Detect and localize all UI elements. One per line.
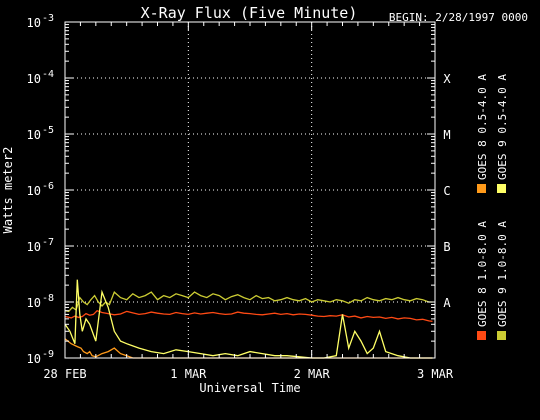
x-tick-label: 3 MAR bbox=[417, 367, 454, 381]
begin-date-label: BEGIN: 2/28/1997 0000 bbox=[389, 11, 528, 24]
y-axis-label: Watts meter2 bbox=[1, 147, 15, 234]
legend-label: GOES 9 1.0-8.0 A bbox=[496, 221, 509, 327]
legend-swatch bbox=[497, 331, 506, 340]
flare-class-C: C bbox=[443, 184, 450, 198]
legend-swatch bbox=[477, 331, 486, 340]
y-tick-label: 10 bbox=[27, 72, 41, 86]
legend-label: GOES 8 0.5-4.0 A bbox=[476, 74, 489, 180]
grid-lines bbox=[65, 22, 435, 358]
legend-label: GOES 8 1.0-8.0 A bbox=[476, 221, 489, 327]
series-line-3 bbox=[64, 290, 433, 313]
y-tick-exponent: -8 bbox=[42, 293, 54, 304]
chart-title: X-Ray Flux (Five Minute) bbox=[141, 4, 358, 22]
series-line-4 bbox=[64, 279, 433, 359]
flare-class-B: B bbox=[443, 240, 450, 254]
flare-class-X: X bbox=[443, 72, 451, 86]
y-tick-exponent: -7 bbox=[42, 237, 54, 248]
y-tick-label: 10 bbox=[27, 240, 41, 254]
y-tick-label: 10 bbox=[27, 184, 41, 198]
flare-class-A: A bbox=[443, 296, 451, 310]
legend-swatch bbox=[477, 184, 486, 193]
y-tick-label: 10 bbox=[27, 16, 41, 30]
series-line-1 bbox=[64, 309, 433, 323]
y-tick-label: 10 bbox=[27, 296, 41, 310]
y-tick-label: 10 bbox=[27, 128, 41, 142]
x-axis-label: Universal Time bbox=[199, 381, 300, 395]
legend-swatch bbox=[497, 184, 506, 193]
x-tick-label: 28 FEB bbox=[43, 367, 86, 381]
flare-class-labels: A B C M X bbox=[443, 72, 451, 310]
flare-class-M: M bbox=[443, 128, 450, 142]
legend: GOES 8 1.0-8.0 A GOES 8 0.5-4.0 A GOES 9 1… bbox=[476, 74, 509, 340]
x-tick-label: 2 MAR bbox=[294, 367, 331, 381]
x-tick-label: 1 MAR bbox=[170, 367, 207, 381]
y-tick-exponent: -5 bbox=[42, 125, 54, 136]
y-tick-exponent: -4 bbox=[42, 69, 54, 80]
y-tick-exponent: -6 bbox=[42, 181, 54, 192]
y-axis-ticks: 10-910-810-710-610-510-410-3 bbox=[27, 13, 435, 366]
series-group bbox=[64, 279, 433, 359]
y-tick-label: 10 bbox=[27, 352, 41, 366]
y-tick-exponent: -3 bbox=[42, 13, 54, 24]
series-line-2 bbox=[64, 338, 433, 359]
x-axis-ticks: 28 FEB 1 MAR 2 MAR 3 MAR bbox=[43, 22, 454, 381]
y-tick-exponent: -9 bbox=[42, 349, 54, 360]
legend-label: GOES 9 0.5-4.0 A bbox=[496, 74, 509, 180]
